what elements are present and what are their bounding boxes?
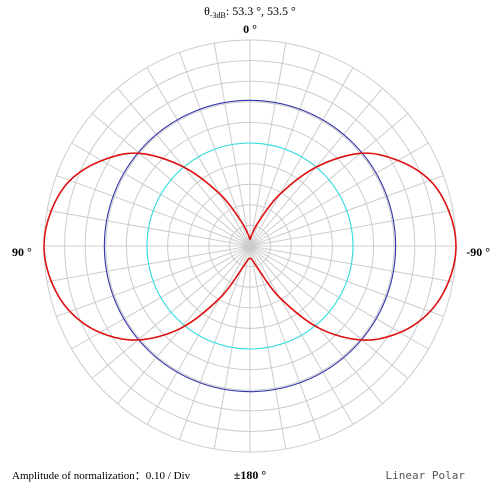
title-theta-symbol: θ [204, 4, 210, 18]
angle-label-right: -90 ° [466, 245, 490, 259]
angle-label-bottom: ±180 ° [234, 468, 267, 482]
polar-grid [43, 39, 457, 453]
reference-circle [146, 142, 354, 350]
scale-label: Linear Polar [386, 469, 466, 482]
title-theta-subscript: -3dB [210, 11, 226, 20]
chart-title: θ-3dB: 53.3 °, 53.5 ° [204, 4, 296, 20]
title-values: 53.3 °, 53.5 ° [232, 4, 296, 18]
angle-label-left: 90 ° [12, 245, 32, 259]
radiation-pattern [43, 152, 457, 341]
pattern-line [43, 152, 457, 341]
amplitude-label: Amplitude of normalization：0.10 / Div [12, 470, 191, 482]
angle-label-top: 0 ° [243, 22, 257, 36]
reference-circles [103, 99, 397, 393]
reference-circle [103, 99, 397, 393]
